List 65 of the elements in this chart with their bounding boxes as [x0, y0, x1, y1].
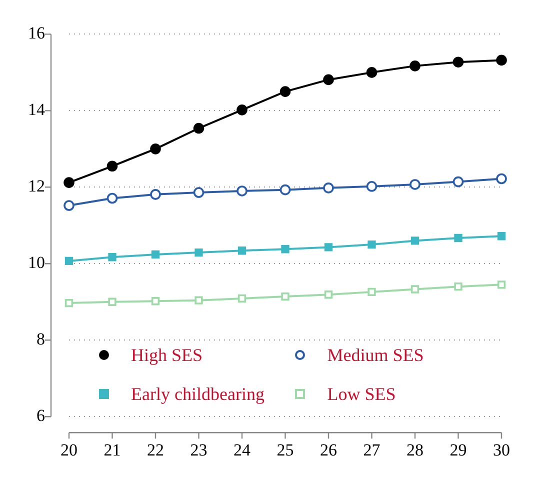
legend-label: Medium SES	[327, 344, 424, 366]
point	[150, 144, 161, 154]
point	[497, 232, 506, 240]
point	[193, 122, 204, 134]
point	[150, 189, 161, 200]
point	[236, 186, 248, 196]
x-tick-label: 24	[234, 440, 251, 460]
y-tick-label: 8	[36, 330, 45, 349]
point	[281, 292, 290, 301]
x-tick-label: 21	[104, 440, 121, 460]
point	[238, 246, 246, 255]
point	[194, 248, 203, 257]
x-tick-label: 30	[493, 440, 510, 460]
y-tick-label: 12	[28, 176, 45, 196]
point	[64, 177, 74, 188]
point	[410, 179, 420, 190]
y-tick-label: 6	[36, 406, 45, 426]
point	[452, 56, 464, 68]
legend-label: High SES	[131, 344, 203, 366]
point	[280, 86, 291, 97]
point	[151, 250, 160, 259]
point	[193, 187, 204, 198]
point	[281, 245, 290, 254]
point	[108, 298, 116, 306]
x-tick-label: 22	[147, 440, 164, 460]
point	[323, 74, 334, 86]
point	[410, 60, 420, 72]
point	[366, 180, 378, 192]
point	[323, 182, 334, 194]
x-tick-label: 28	[406, 440, 424, 460]
point	[368, 240, 376, 249]
point	[324, 243, 333, 252]
y-tick-label: 14	[28, 100, 46, 120]
point	[151, 297, 160, 306]
point	[366, 67, 378, 78]
point	[236, 104, 248, 116]
point	[496, 54, 507, 66]
point	[497, 280, 506, 289]
point	[324, 290, 333, 299]
point	[106, 192, 118, 204]
point	[194, 296, 203, 304]
legend-label: Low SES	[327, 384, 396, 405]
x-tick-label: 23	[190, 440, 208, 460]
x-tick-label: 29	[450, 440, 467, 460]
point	[64, 256, 74, 266]
x-tick-label: 25	[276, 440, 294, 460]
point	[454, 282, 462, 291]
x-tick-label: 27	[363, 440, 381, 460]
point	[64, 298, 74, 308]
y-tick-label: 10	[28, 253, 45, 272]
point	[106, 160, 118, 172]
point	[108, 253, 116, 262]
point	[368, 288, 376, 296]
point	[238, 294, 246, 303]
point	[454, 234, 462, 242]
x-tick-label: 20	[60, 440, 78, 460]
point	[280, 184, 291, 196]
point	[410, 285, 420, 294]
point	[64, 200, 74, 211]
y-tick-label: 16	[28, 24, 45, 43]
point	[452, 176, 464, 188]
x-tick-label: 26	[320, 440, 337, 460]
point	[496, 173, 507, 184]
point	[410, 236, 420, 245]
legend-label: Early childbearing	[131, 384, 264, 405]
